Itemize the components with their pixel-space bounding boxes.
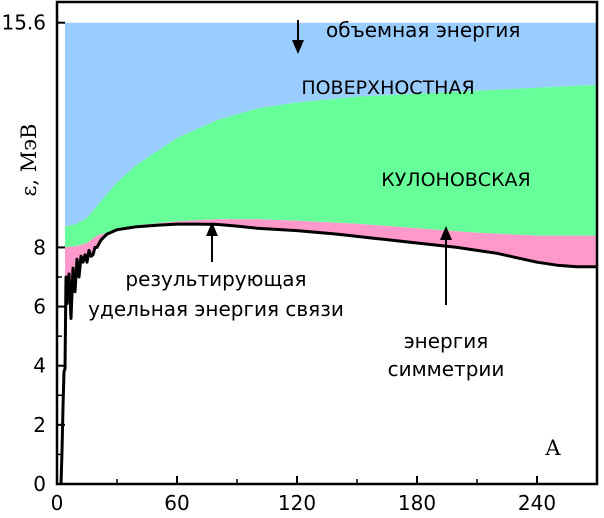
energy-bands [65, 22, 597, 369]
arrow-result [206, 222, 218, 262]
y-tick-label: 0 [33, 472, 46, 496]
y-tick-label: 2 [33, 413, 46, 437]
annotation-volume-energy: объемная энергия [326, 18, 520, 42]
band-2 [65, 219, 597, 369]
x-tick-label: 240 [518, 491, 556, 515]
x-tick-label: 60 [164, 491, 189, 515]
annotation-symmetry-line2: симметрии [388, 357, 505, 381]
band-label-coulomb: КУЛОНОВСКАЯ [381, 169, 531, 191]
band-1 [65, 84, 597, 248]
x-tick-label: 0 [51, 491, 64, 515]
y-tick-label: 4 [33, 354, 46, 378]
binding-curve-group [59, 222, 597, 485]
x-tick-label: 120 [278, 491, 316, 515]
binding-energy-curve [59, 222, 597, 485]
annotation-symmetry-line1: энергия [404, 329, 489, 353]
band-0 [65, 22, 597, 227]
arrow-symmetry [440, 226, 452, 305]
y-tick-label: 15.6 [1, 11, 46, 35]
y-tick-label: 6 [33, 295, 46, 319]
band-label-surface: ПОВЕРХНОСТНАЯ [301, 77, 474, 99]
y-tick-label: 8 [33, 235, 46, 259]
x-axis-label: A [544, 436, 561, 460]
annotation-result-line2: удельная энергия связи [88, 297, 344, 321]
arrow-volume-energy [292, 20, 304, 54]
y-axis-label: ε, МэВ [17, 124, 41, 197]
x-tick-label: 180 [398, 491, 436, 515]
plot-frame [55, 0, 599, 486]
annotation-result-line1: результирующая [125, 267, 306, 291]
